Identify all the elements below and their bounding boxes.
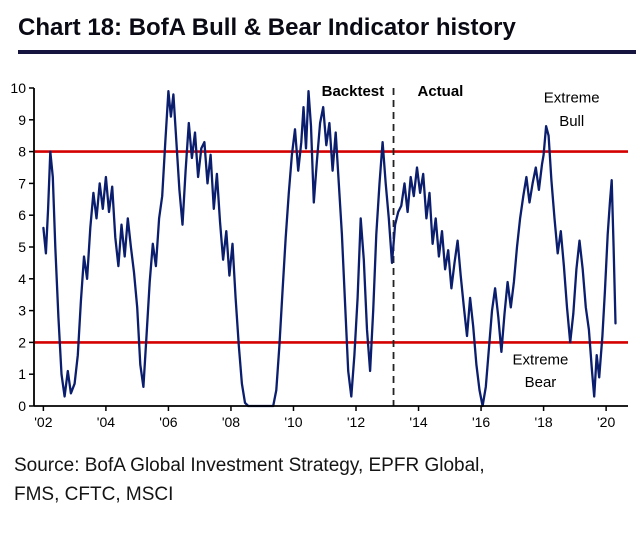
x-tick-label: '08	[222, 414, 240, 430]
indicator-series-line	[42, 90, 617, 408]
y-tick-label: 7	[18, 175, 26, 191]
y-tick-label: 8	[18, 144, 26, 160]
x-tick-label: '10	[284, 414, 302, 430]
annotation-extreme: Extreme	[544, 89, 600, 106]
x-tick-label: '14	[409, 414, 427, 430]
y-tick-label: 10	[10, 80, 26, 96]
y-tick-label: 4	[18, 271, 26, 287]
bull-bear-indicator-chart: 0 1 2 3 4 5 6 7 8 9 10 '02 '04 '06 '08 '10 '12 '14 '16 '18 '…	[10, 80, 628, 430]
y-tick-label: 2	[18, 334, 26, 350]
annotation-bear: Bear	[525, 374, 557, 391]
y-tick-label: 9	[18, 112, 26, 128]
y-tick-label: 0	[18, 398, 26, 414]
y-tick-label: 3	[18, 303, 26, 319]
y-tick-label: 5	[18, 239, 26, 255]
annotation-bull: Bull	[559, 113, 584, 130]
annotation-actual: Actual	[417, 83, 463, 100]
y-tick-label: 1	[18, 366, 26, 382]
source-line-1: Source: BofA Global Investment Strategy,…	[14, 455, 485, 476]
x-tick-label: '16	[472, 414, 490, 430]
source-note: Source: BofA Global Investment Strategy,…	[14, 452, 622, 509]
annotation-extreme: Extreme	[513, 352, 569, 369]
annotation-backtest: Backtest	[322, 83, 385, 100]
x-tick-label: '12	[347, 414, 365, 430]
x-tick-label: '20	[597, 414, 615, 430]
chart-title: Chart 18: BofA Bull & Bear Indicator his…	[18, 14, 516, 41]
x-tick-label: '06	[159, 414, 177, 430]
x-tick-label: '18	[534, 414, 552, 430]
x-tick-label: '04	[97, 414, 115, 430]
title-underline	[18, 50, 636, 54]
source-line-2: FMS, CFTC, MSCI	[14, 483, 174, 505]
x-tick-label: '02	[34, 414, 52, 430]
y-tick-label: 6	[18, 207, 26, 223]
